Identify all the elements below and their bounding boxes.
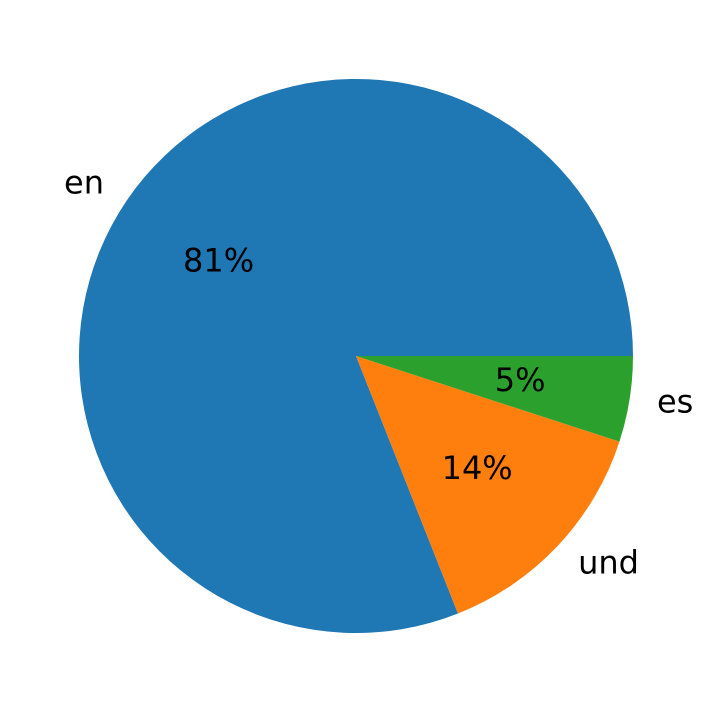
slice-label: en bbox=[64, 164, 104, 202]
percent-label: 5% bbox=[495, 361, 546, 399]
slice-label: und bbox=[578, 544, 639, 582]
percent-label: 81% bbox=[183, 242, 254, 280]
pie-slice bbox=[78, 78, 633, 633]
percent-label: 14% bbox=[442, 449, 513, 487]
pie-slice bbox=[356, 356, 633, 442]
slice-label: es bbox=[657, 383, 693, 421]
pie-slice bbox=[356, 356, 620, 614]
